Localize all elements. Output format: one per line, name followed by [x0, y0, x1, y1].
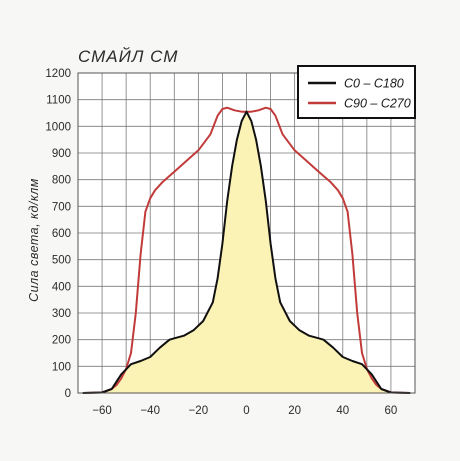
y-tick-label: 1100 — [46, 95, 71, 107]
y-tick-label: 200 — [52, 335, 71, 347]
y-axis-label: Сила света, кд/клм — [27, 178, 41, 302]
y-tick-label: 300 — [52, 308, 71, 320]
y-tick-label: 100 — [52, 361, 71, 373]
y-tick-label: 600 — [52, 228, 71, 240]
x-tick-label: −40 — [140, 405, 160, 417]
x-tick-label: 20 — [288, 405, 301, 417]
y-tick-label: 0 — [65, 388, 71, 400]
x-tick-label: −20 — [189, 405, 209, 417]
legend-label: C90 – C270 — [344, 97, 411, 111]
area-under-c0-c180 — [82, 111, 411, 393]
plot-frame — [77, 72, 416, 394]
area-fill — [82, 111, 411, 393]
y-tick-label: 1000 — [45, 121, 71, 133]
plot-border — [77, 72, 416, 394]
x-axis-ticks: −60 −40 −20 0 20 40 60 — [92, 405, 397, 417]
chart-title: СМАЙЛ СМ — [78, 46, 178, 66]
x-tick-label: −60 — [92, 405, 112, 417]
legend: C0 – C180 C90 – C270 — [297, 65, 416, 119]
x-tick-label: 0 — [243, 405, 249, 417]
y-tick-label: 1200 — [45, 68, 71, 80]
x-tick-label: 60 — [385, 405, 398, 417]
y-tick-label: 700 — [52, 201, 71, 213]
y-tick-label: 400 — [52, 281, 71, 293]
y-tick-label: 800 — [52, 175, 71, 187]
legend-box — [297, 65, 416, 119]
series-lines — [82, 106, 411, 394]
x-tick-label: 40 — [336, 405, 349, 417]
legend-label: C0 – C180 — [344, 77, 404, 91]
y-axis-ticks: 0 100 200 300 400 500 600 700 800 900 1000 1100 1200 — [45, 68, 71, 400]
y-tick-label: 900 — [52, 148, 71, 160]
series-line-c0-c180 — [82, 110, 411, 394]
y-tick-label: 500 — [52, 255, 71, 267]
